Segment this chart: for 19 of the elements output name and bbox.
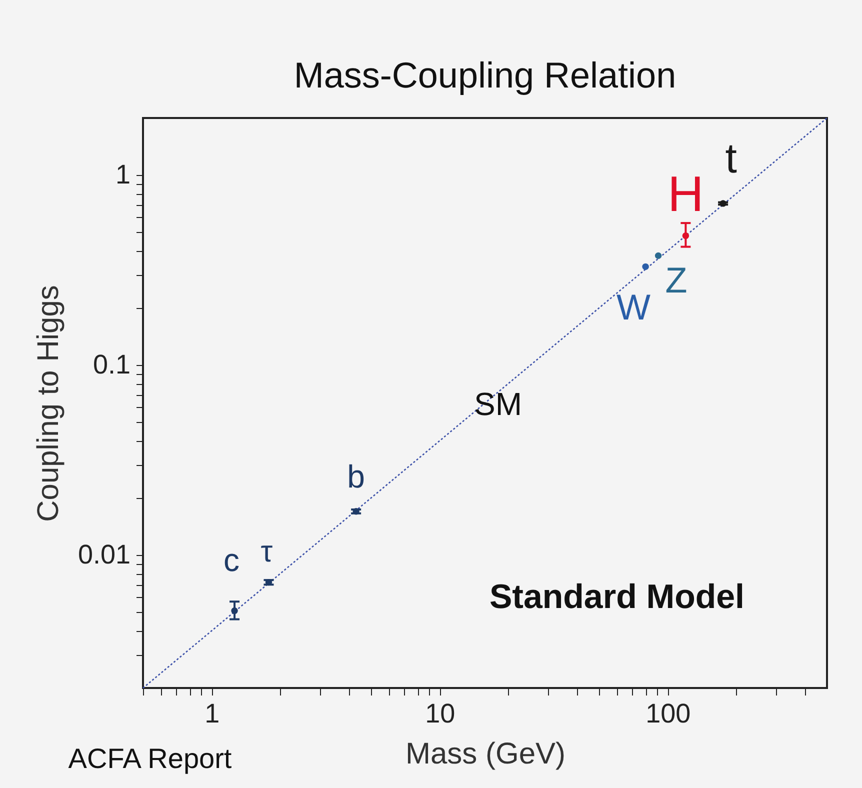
series-label: c [224,542,240,578]
x-tick-label: 100 [646,698,691,728]
series-label: Z [665,260,688,301]
series-label: W [616,286,651,328]
y-tick-label: 0.1 [92,350,130,380]
y-tick-label: 1 [115,160,130,190]
annotation: Standard Model [489,578,745,616]
y-tick-label: 0.01 [78,540,130,570]
annotation: SM [474,386,522,422]
x-tick-label: 1 [204,698,220,728]
series-label: b [347,458,365,494]
y-axis-title: Coupling to Higgs [32,285,65,522]
x-axis-title: Mass (GeV) [405,738,566,770]
series-label: H [668,166,704,222]
text: ACFA Report [68,743,232,774]
series-label: τ [260,535,273,568]
series-label: t [725,134,738,182]
chart-title: Mass-Coupling Relation [294,54,676,96]
x-tick-label: 10 [425,698,456,728]
